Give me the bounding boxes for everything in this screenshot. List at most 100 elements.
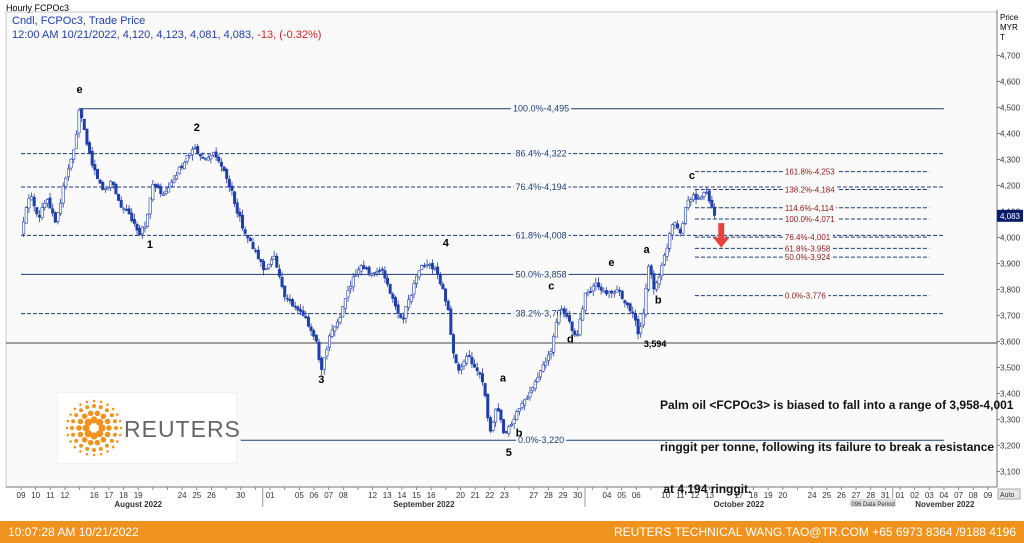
down-candle <box>132 219 136 224</box>
down-candle <box>451 334 455 354</box>
down-candle <box>393 297 397 307</box>
price-tick-label: 4,300 <box>1000 155 1021 164</box>
down-candle <box>53 212 57 223</box>
logo-dot <box>98 446 103 451</box>
logo-dot <box>73 445 77 449</box>
fib-label-bg <box>782 213 838 225</box>
down-candle <box>623 300 627 304</box>
down-candle <box>159 186 163 194</box>
down-candle <box>117 194 121 201</box>
date-tick-label: 06 <box>632 491 641 500</box>
down-candle <box>85 128 89 145</box>
up-candle <box>404 306 408 319</box>
down-candle <box>707 190 711 202</box>
up-candle <box>148 197 152 215</box>
up-candle <box>43 202 47 208</box>
logo-dot <box>87 410 94 417</box>
date-tick-label: 07 <box>324 491 333 500</box>
fib-retracement-label: 61.8%-4,008 <box>516 230 567 240</box>
date-tick-label: 21 <box>471 491 480 500</box>
logo-dot <box>98 405 103 410</box>
date-tick-label: 04 <box>939 491 948 500</box>
down-candle <box>283 285 287 298</box>
down-candle <box>436 266 440 275</box>
down-candle <box>241 214 245 229</box>
date-tick-label: 19 <box>764 491 773 500</box>
logo-dot <box>92 399 96 403</box>
date-tick-label: 17 <box>734 491 743 500</box>
date-tick-label: 12 <box>60 491 69 500</box>
down-candle <box>383 270 387 279</box>
logo-dot <box>106 403 109 406</box>
price-tick-label: 3,900 <box>1000 259 1021 268</box>
down-candle <box>306 316 310 327</box>
logo-dot <box>69 440 72 443</box>
up-candle <box>641 312 645 326</box>
up-candle <box>552 336 556 353</box>
up-candle <box>491 421 495 431</box>
up-candle <box>647 265 651 290</box>
up-candle <box>169 181 173 187</box>
down-candle <box>396 304 400 314</box>
up-candle <box>103 188 107 191</box>
down-candle <box>217 156 221 162</box>
date-tick-label: 08 <box>969 491 978 500</box>
fib-label-bg <box>511 102 572 115</box>
down-candle <box>320 357 324 370</box>
down-candle <box>180 165 184 169</box>
logo-dot <box>81 413 88 420</box>
fib-retracement-label: 50.0%-3,858 <box>516 269 567 279</box>
down-candle <box>314 334 318 342</box>
last-price-tag <box>997 209 1023 222</box>
down-candle <box>364 267 368 270</box>
wave-label: c <box>689 170 695 182</box>
down-candle <box>156 184 160 189</box>
logo-dot <box>66 433 70 437</box>
up-candle <box>702 192 706 198</box>
logo-dot <box>100 413 107 420</box>
up-candle <box>581 308 585 321</box>
down-candle <box>502 419 506 434</box>
up-candle <box>209 155 213 160</box>
up-candle <box>462 361 466 367</box>
date-range-label: 096 Data Period <box>851 502 894 508</box>
logo-dot <box>74 438 79 443</box>
forecast-arrow <box>713 223 730 248</box>
down-candle <box>293 305 297 308</box>
down-candle <box>88 142 92 154</box>
date-tick-label: 14 <box>397 491 406 500</box>
down-candle <box>475 367 479 372</box>
up-candle <box>602 290 606 293</box>
up-candle <box>22 221 26 235</box>
logo-dot <box>99 400 103 404</box>
down-candle <box>233 191 237 204</box>
axis-unit-t: T <box>1000 33 1005 42</box>
logo-dot <box>79 443 84 448</box>
up-candle <box>523 399 527 406</box>
down-candle <box>610 290 614 294</box>
up-candle <box>45 199 49 204</box>
up-candle <box>409 295 413 302</box>
down-candle <box>649 265 653 275</box>
up-candle <box>541 364 545 372</box>
up-candle <box>122 208 126 210</box>
down-candle <box>457 364 461 371</box>
down-candle <box>367 266 371 274</box>
down-candle <box>438 274 442 285</box>
wave-label: d <box>567 334 574 346</box>
up-candle <box>583 292 587 311</box>
fib-label-bg <box>782 232 833 244</box>
price-tick-label: 4,500 <box>1000 103 1021 112</box>
up-candle <box>494 408 498 423</box>
down-candle <box>488 417 492 432</box>
up-candle <box>554 321 558 338</box>
footer-timestamp: 10:07:28 AM 10/21/2022 <box>8 525 139 539</box>
up-candle <box>370 273 374 276</box>
price-tick-label: 4,200 <box>1000 181 1021 190</box>
logo-dot <box>114 426 118 430</box>
fib-label-bg <box>513 229 569 242</box>
date-tick-label: 30 <box>236 491 245 500</box>
logo-dot <box>96 430 104 438</box>
down-candle <box>153 184 157 188</box>
up-candle <box>212 151 216 156</box>
